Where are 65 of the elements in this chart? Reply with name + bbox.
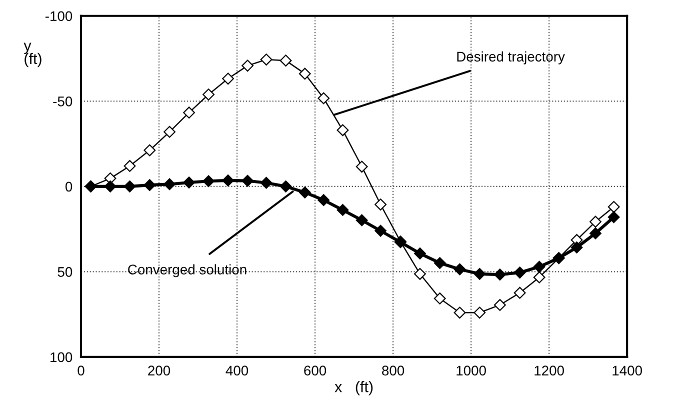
- point: [533, 260, 546, 273]
- point: [414, 247, 426, 260]
- annotation: Converged solution: [128, 264, 246, 278]
- point: [260, 54, 272, 66]
- y-tick-label: -100: [45, 11, 72, 22]
- point: [336, 124, 349, 136]
- point: [590, 216, 602, 228]
- point: [298, 68, 311, 80]
- point: [280, 180, 292, 192]
- x-tick-label: 800: [382, 366, 404, 376]
- point: [164, 178, 176, 190]
- x-tick-label: 200: [148, 366, 170, 376]
- point: [494, 268, 506, 281]
- point: [570, 242, 583, 254]
- point: [374, 198, 387, 210]
- point: [474, 306, 486, 319]
- point: [356, 214, 368, 226]
- point: [454, 306, 466, 319]
- x-axis-title: x (ft): [334, 381, 373, 396]
- x-tick-label: 1200: [534, 366, 564, 376]
- point: [494, 299, 506, 311]
- point: [144, 179, 156, 192]
- point: [164, 126, 176, 138]
- point: [514, 286, 526, 299]
- point: [336, 204, 349, 216]
- point: [356, 160, 368, 173]
- x-tick-label: 600: [304, 366, 326, 376]
- point: [298, 186, 311, 198]
- point: [124, 160, 136, 172]
- point: [474, 268, 486, 280]
- y-tick-label: 50: [58, 267, 72, 277]
- point: [434, 257, 446, 269]
- point: [454, 263, 466, 276]
- point: [144, 144, 156, 156]
- point: [222, 72, 234, 85]
- point: [318, 92, 330, 104]
- point: [608, 200, 620, 213]
- y-axis-title: y (ft): [24, 42, 42, 68]
- point: [514, 266, 526, 279]
- point: [260, 176, 272, 189]
- point: [280, 54, 292, 67]
- x-tick-label: 1000: [456, 366, 486, 376]
- point: [183, 106, 195, 119]
- point: [242, 60, 254, 72]
- point: [374, 224, 387, 237]
- y-tick-label: 0: [65, 182, 72, 192]
- point: [608, 211, 620, 224]
- point: [414, 268, 426, 280]
- point: [434, 292, 446, 304]
- point: [222, 174, 234, 186]
- y-tick-label: 100: [50, 352, 72, 362]
- point: [183, 176, 195, 188]
- point: [202, 88, 215, 100]
- x-tick-label: 1400: [612, 366, 642, 376]
- x-tick-label: 400: [226, 366, 248, 376]
- y-tick-label: -50: [53, 96, 72, 106]
- point: [318, 194, 330, 206]
- point: [590, 227, 602, 240]
- point: [104, 180, 116, 192]
- point: [124, 180, 136, 192]
- point: [242, 174, 254, 187]
- point: [533, 271, 546, 284]
- x-tick-label: 0: [78, 366, 84, 376]
- point: [202, 175, 215, 188]
- annotation: Desired trajectory: [457, 51, 565, 64]
